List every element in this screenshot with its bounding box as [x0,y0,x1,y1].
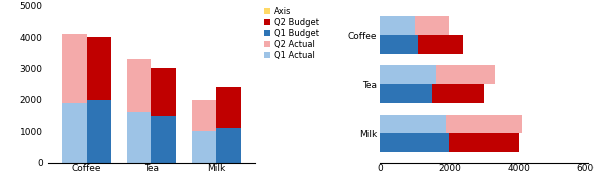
Bar [380,16,415,35]
Bar [380,133,450,152]
Bar [435,65,494,84]
Bar [216,87,241,128]
Bar [62,34,87,103]
Bar [192,131,216,163]
Bar [380,115,446,133]
Bar [415,16,450,35]
Bar [380,84,432,103]
Bar [151,68,176,116]
Bar [446,115,522,133]
Bar [62,103,87,163]
Bar [380,65,435,84]
Bar [127,112,151,163]
Bar [450,133,519,152]
Bar [216,128,241,163]
Bar [192,100,216,131]
Bar [87,37,111,100]
Bar [151,116,176,163]
Legend: Axis, Q2 Budget, Q1 Budget, Q2 Actual, Q1 Actual: Axis, Q2 Budget, Q1 Budget, Q2 Actual, Q… [264,7,319,60]
Bar [127,59,151,112]
Bar [380,35,418,54]
Bar [432,84,484,103]
Bar [87,100,111,163]
Bar [418,35,463,54]
